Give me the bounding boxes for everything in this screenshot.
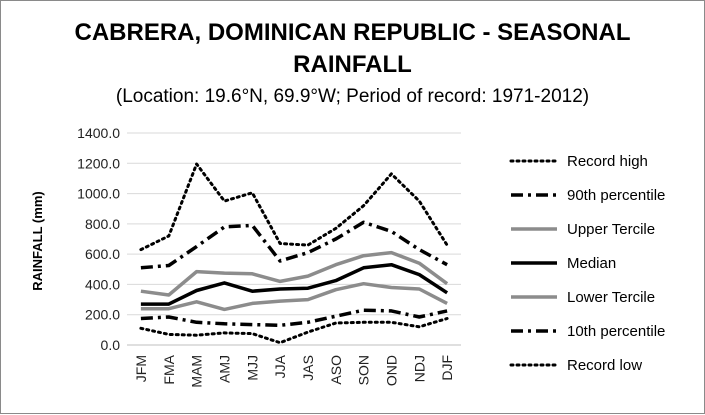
legend-label: Record high (567, 153, 648, 170)
x-tick-label: NDJ (411, 355, 427, 382)
x-tick-label: MAM (189, 355, 205, 388)
y-tick-label: 0.0 (101, 337, 121, 353)
series-line (140, 281, 448, 312)
chart-title-line1: CABRERA, DOMINICAN REPUBLIC - SEASONAL (74, 19, 631, 46)
legend-label: Record low (567, 357, 642, 374)
y-tick-label: 600.0 (85, 246, 120, 262)
y-tick-label: 1000.0 (77, 186, 120, 202)
grid-lines (127, 132, 461, 346)
chart-title: CABRERA, DOMINICAN REPUBLIC - SEASONAL R… (1, 17, 704, 81)
legend-label: 10th percentile (567, 323, 665, 340)
series-line (140, 262, 449, 306)
x-tick-label: JFM (133, 355, 149, 382)
series-line (140, 308, 448, 328)
series-line (139, 317, 449, 345)
y-tick-label: 1400.0 (77, 125, 120, 141)
x-axis-ticks: JFM FMA MAM AMJ MJJ JJA JAS ASO SON OND NDJ DJF (133, 354, 455, 387)
x-tick-label: JJA (272, 354, 288, 378)
x-tick-label: AMJ (216, 355, 232, 383)
y-axis-ticks: 1400.0 1200.0 1000.0 800.0 600.0 400.0 200.0 0.… (77, 125, 120, 353)
series-line (140, 220, 448, 270)
legend-label: Median (567, 255, 616, 272)
y-tick-label: 400.0 (85, 276, 120, 292)
x-tick-label: DJF (439, 355, 455, 381)
y-axis-label: RAINFALL (mm) (30, 191, 45, 290)
chart-title-line2: RAINFALL (293, 51, 412, 78)
legend-label: 90th percentile (567, 187, 665, 204)
x-tick-label: JAS (300, 355, 316, 381)
series-line (139, 162, 449, 252)
x-tick-label: ASO (328, 355, 344, 385)
chart-subtitle: (Location: 19.6°N, 69.9°W; Period of rec… (115, 86, 590, 107)
series-line (140, 250, 449, 297)
legend: Record high 90th percentile Upper Tercile M… (509, 153, 665, 374)
legend-label: Upper Tercile (567, 221, 655, 238)
x-tick-label: SON (356, 355, 372, 385)
legend-label: Lower Tercile (567, 289, 655, 306)
x-tick-label: MJJ (244, 355, 260, 381)
y-tick-label: 1200.0 (77, 155, 120, 171)
y-tick-label: 800.0 (85, 216, 120, 232)
series-lines (139, 162, 449, 345)
y-tick-label: 200.0 (85, 307, 120, 323)
x-tick-label: FMA (161, 354, 177, 384)
x-tick-label: OND (383, 355, 399, 386)
